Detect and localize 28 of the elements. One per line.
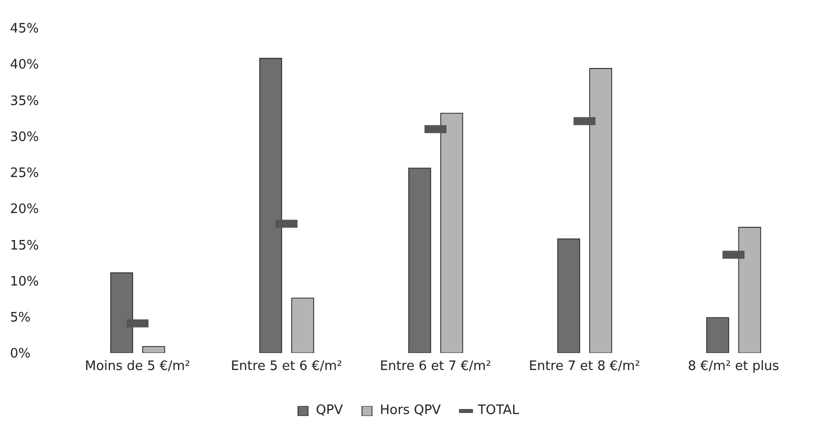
bar — [259, 58, 282, 353]
y-tick-label: 30% — [10, 130, 39, 145]
y-tick-label: 0% — [10, 346, 31, 362]
legend-label: TOTAL — [478, 403, 520, 418]
bar — [110, 272, 134, 353]
y-tick-label: 45% — [10, 22, 39, 37]
x-tick-label: Entre 6 et 7 €/m² — [380, 359, 492, 374]
bar — [706, 317, 730, 353]
bar — [589, 68, 612, 353]
legend-label: QPV — [316, 403, 343, 418]
x-tick-label: Entre 7 et 8 €/m² — [528, 359, 640, 374]
x-tick-label: 8 €/m² et plus — [688, 359, 780, 374]
y-tick-label: 10% — [10, 274, 39, 290]
y-tick-label: 20% — [10, 202, 39, 218]
y-tick-label: 5% — [10, 310, 31, 326]
y-tick-label: 15% — [10, 238, 39, 254]
y-tick-label: 25% — [10, 166, 39, 182]
bar — [440, 112, 464, 353]
y-tick-label: 40% — [10, 58, 39, 73]
bar — [408, 168, 432, 353]
x-tick-label: Moins de 5 €/m² — [84, 359, 190, 374]
bar — [142, 346, 166, 353]
bar — [291, 298, 314, 353]
legend-label: Hors QPV — [380, 403, 441, 418]
bar — [557, 238, 580, 353]
bar — [738, 226, 762, 353]
y-tick-label: 35% — [10, 94, 39, 109]
x-tick-label: Entre 5 et 6 €/m² — [230, 359, 342, 374]
